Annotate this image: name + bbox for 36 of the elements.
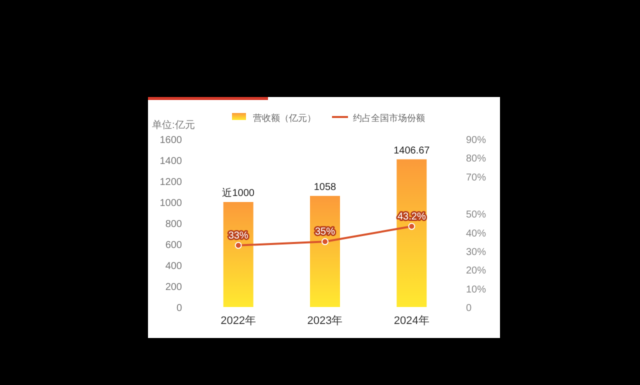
bar xyxy=(310,196,340,307)
y2-tick-label: 0 xyxy=(466,303,472,314)
y2-tick-label: 40% xyxy=(466,228,486,240)
y2-tick-label: 30% xyxy=(466,247,486,258)
y2-tick-label: 50% xyxy=(466,210,486,221)
y-axis-title: 单位:亿元 xyxy=(152,119,195,131)
y-tick-label: 400 xyxy=(165,261,182,272)
y2-tick-label: 20% xyxy=(466,266,486,277)
bar xyxy=(223,202,254,307)
data-label: 近1000 xyxy=(222,187,255,199)
y2-tick-label: 80% xyxy=(466,154,486,165)
data-label: 1058 xyxy=(314,182,337,193)
y-tick-label: 1400 xyxy=(160,156,182,167)
data-label: 1406.67 xyxy=(394,145,430,156)
y-tick-label: 200 xyxy=(165,282,182,293)
data-label: 43.2% xyxy=(397,211,426,222)
y-tick-label: 1000 xyxy=(160,198,182,209)
legend-label: 约占全国市场份额 xyxy=(353,113,425,123)
x-tick-label: 2023年 xyxy=(307,315,343,327)
data-label: 33% xyxy=(228,230,248,242)
point xyxy=(234,242,242,249)
x-tick-label: 2022年 xyxy=(220,315,256,327)
y-tick-label: 1200 xyxy=(160,177,182,188)
y-tick-label: 800 xyxy=(165,219,182,230)
y2-tick-label: 70% xyxy=(466,172,486,184)
bar xyxy=(396,159,427,307)
y-tick-label: 0 xyxy=(176,303,182,314)
legend-label: 营收额（亿元） xyxy=(253,113,316,123)
y2-tick-label: 10% xyxy=(466,284,486,296)
point xyxy=(322,238,328,246)
x-tick-label: 2024年 xyxy=(394,315,430,327)
data-label: 35% xyxy=(314,226,336,238)
point xyxy=(408,222,416,230)
y2-tick-label: 90% xyxy=(466,135,486,146)
y-tick-label: 600 xyxy=(165,240,182,251)
y-tick-label: 1600 xyxy=(160,135,182,146)
